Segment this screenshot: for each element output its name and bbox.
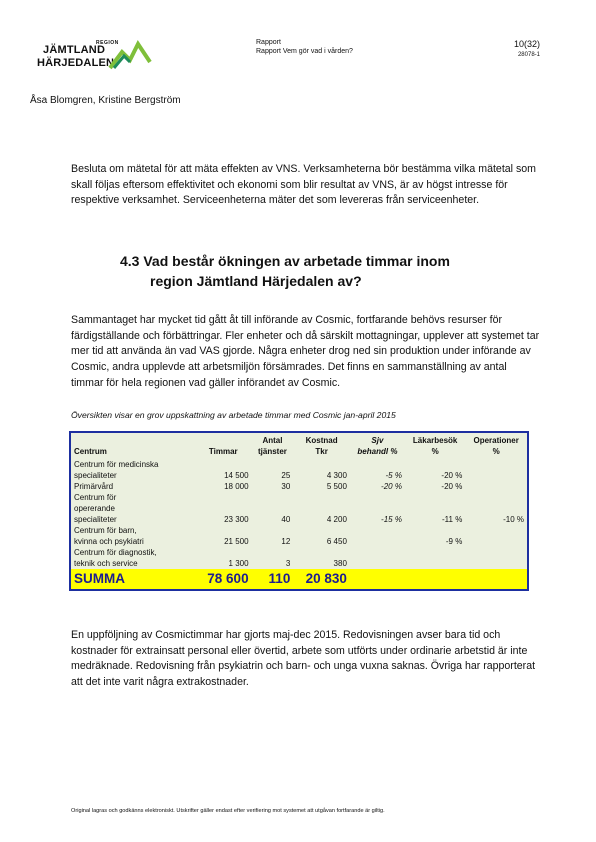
cell-antal: 30	[281, 482, 291, 491]
cell-sjv: -15 %	[381, 515, 402, 524]
section-heading-line2: region Jämtland Härjedalen av?	[150, 273, 362, 289]
col-lakarbesok: Läkarbesök%	[412, 436, 458, 456]
authors: Åsa Blomgren, Kristine Bergström	[30, 95, 181, 106]
logo-line2: HÄRJEDALEN	[37, 57, 115, 69]
col-centrum: Centrum	[74, 447, 107, 456]
summa-timmar: 78 600	[195, 569, 252, 590]
cell-kostnad: 6 450	[326, 537, 347, 546]
document-id: 28078-1	[517, 52, 540, 58]
cell-kostnad: 380	[333, 559, 347, 568]
cell-kostnad: 4 300	[326, 471, 347, 480]
col-antal: Antal tjänster	[258, 436, 287, 456]
summa-antal: 110	[251, 569, 294, 590]
cell-operationer: -10 %	[503, 515, 524, 524]
summa-empty	[404, 569, 466, 590]
cell-timmar: 14 500	[224, 471, 249, 480]
row-name: Centrum för medicinska specialiteter	[74, 460, 159, 480]
cell-sjv	[350, 547, 405, 569]
table-row: Centrum för medicinska specialiteter 14 5…	[70, 459, 528, 481]
col-timmar: Timmar	[208, 447, 238, 456]
summa-label: SUMMA	[70, 569, 195, 590]
table-header-row: Centrum Timmar Antal tjänster Kostnad Tkr …	[70, 432, 528, 459]
cell-sjv	[350, 525, 405, 547]
cell-lakarbesok: -20 %	[441, 471, 463, 480]
summa-row: SUMMA 78 600 110 20 830	[70, 569, 528, 590]
cosmic-hours-table: Centrum Timmar Antal tjänster Kostnad Tkr …	[69, 431, 529, 591]
table-row: Centrum för diagnostik, teknik och servic…	[70, 547, 528, 569]
table-row: Centrum för opererande specialiteter 23 30…	[70, 492, 528, 525]
col-operationer: Operationer%	[473, 436, 519, 456]
cell-operationer	[465, 525, 528, 547]
cell-kostnad: 4 200	[326, 515, 347, 524]
cell-operationer	[465, 547, 528, 569]
page-number: 10(32)	[513, 39, 540, 49]
cell-timmar: 23 300	[224, 515, 249, 524]
cell-lakarbesok: -11 %	[442, 515, 463, 524]
row-name: Centrum för opererande specialiteter	[74, 493, 117, 524]
cell-timmar: 21 500	[224, 537, 249, 546]
row-name: Centrum för diagnostik, teknik och servic…	[74, 548, 157, 568]
cell-operationer	[465, 459, 528, 481]
paragraph-vns-metrics: Besluta om mätetal för att mäta effekten…	[71, 163, 536, 207]
report-subtitle: Rapport Vem gör vad i vården?	[256, 48, 353, 55]
cell-lakarbesok: -20 %	[441, 482, 463, 491]
cell-antal: 3	[285, 559, 291, 568]
cell-lakarbesok: -9 %	[445, 537, 463, 546]
cell-sjv: -20 %	[381, 482, 402, 491]
cell-antal: 25	[281, 471, 291, 480]
cell-lakarbesok	[405, 547, 465, 569]
table-caption: Översikten visar en grov uppskattning av…	[71, 410, 396, 420]
cell-timmar: 1 300	[228, 559, 249, 568]
row-name: Primärvård	[74, 482, 114, 491]
table-row: Primärvård 18 000 30 5 500 -20 % -20 %	[70, 481, 528, 492]
col-kostnad: Kostnad Tkr	[305, 436, 338, 456]
logo-region-text: REGION	[96, 40, 119, 46]
section-heading-line1: 4.3 Vad består ökningen av arbetade timm…	[120, 253, 450, 269]
table-row: Centrum för barn, kvinna och psykiatri 21…	[70, 525, 528, 547]
summa-kostnad: 20 830	[293, 569, 350, 590]
footer-note: Original lagras och godkänns elektronisk…	[71, 808, 385, 814]
mountain-logo-icon	[108, 40, 152, 70]
section-heading: 4.3 Vad består ökningen av arbetade timm…	[120, 251, 540, 291]
summa-empty	[465, 569, 528, 590]
paragraph-cosmic-summary: Sammantaget har mycket tid gått åt till …	[71, 314, 540, 389]
row-name: Centrum för barn, kvinna och psykiatri	[74, 526, 144, 546]
cell-operationer	[465, 481, 528, 492]
cell-antal: 40	[281, 515, 291, 524]
col-sjv: Sjv behandl %	[357, 436, 398, 456]
paragraph-followup: En uppföljning av Cosmictimmar har gjort…	[71, 629, 536, 689]
cell-kostnad: 5 500	[326, 482, 347, 491]
report-type: Rapport	[256, 39, 281, 46]
cell-sjv: -5 %	[385, 471, 402, 480]
region-logo: REGION JÄMTLAND HÄRJEDALEN	[33, 38, 153, 74]
summa-empty	[349, 569, 405, 590]
cell-timmar: 18 000	[224, 482, 249, 491]
logo-line1: JÄMTLAND	[43, 44, 106, 56]
cell-antal: 12	[281, 537, 291, 546]
